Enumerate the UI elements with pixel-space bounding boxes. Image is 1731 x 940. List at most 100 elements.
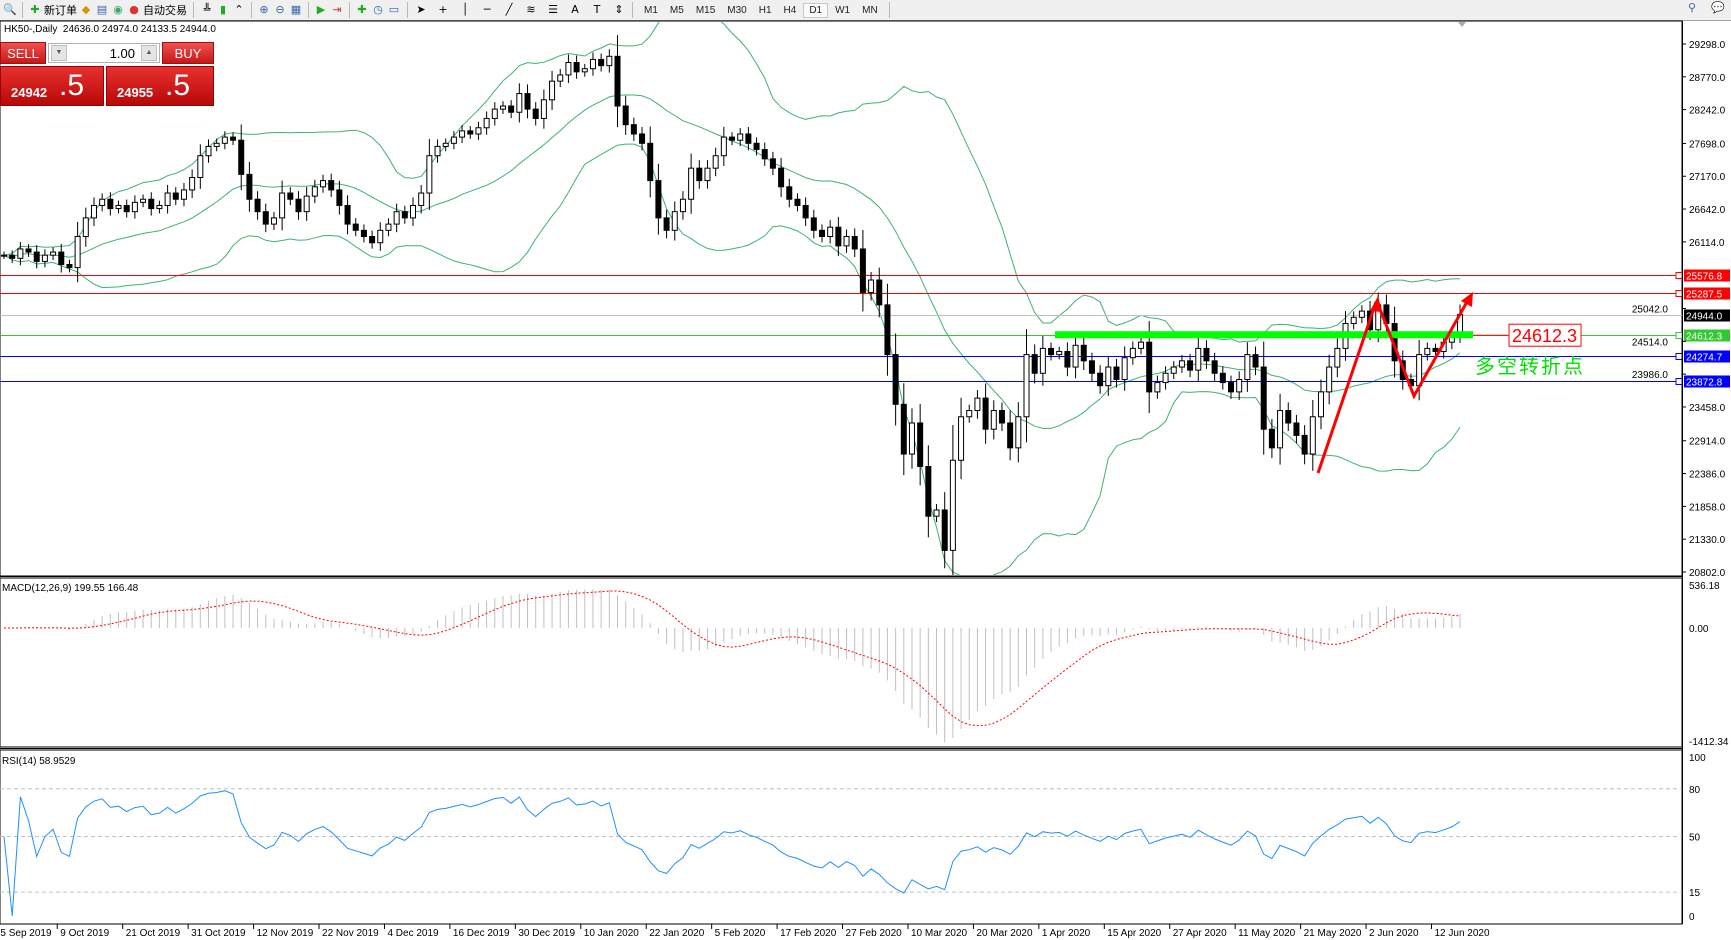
timeframe-h1[interactable]: H1 (758, 4, 772, 16)
timeframe-h4[interactable]: H4 (783, 4, 797, 16)
crosshair-icon[interactable]: + (438, 3, 448, 16)
metaeditor-icon[interactable]: ◆ (81, 3, 91, 16)
text-label-icon[interactable]: T (593, 3, 601, 16)
vertical-line-icon[interactable]: │ (461, 3, 469, 16)
new-order-icon[interactable]: ✚ (30, 3, 40, 16)
lot-increase-button[interactable]: ▲ (141, 45, 157, 61)
auto-trading-button[interactable]: 自动交易 (143, 4, 187, 17)
candle-bullish (1178, 360, 1185, 368)
price-tick-label: 20802.0 (1689, 568, 1726, 579)
candle-bearish (663, 217, 670, 231)
timeframe-m1[interactable]: M1 (644, 4, 658, 16)
trendline-icon[interactable]: ╱ (505, 3, 513, 16)
candle-bullish (671, 211, 678, 231)
date-label: 27 Apr 2020 (1173, 928, 1227, 939)
date-label: 30 Dec 2019 (518, 928, 575, 939)
candle-bullish (1129, 347, 1136, 359)
line-handle-icon (1675, 353, 1683, 360)
candlestick-icon[interactable]: ▮ (219, 3, 227, 16)
search-icon[interactable]: ⚲ (1687, 1, 1697, 14)
rsi-plot (0, 788, 1682, 917)
candle-bearish (238, 139, 245, 175)
candle-bearish (810, 217, 817, 231)
lot-size-input[interactable]: ▼ 1.00 ▲ (48, 43, 160, 63)
cursor-icon[interactable]: ➤ (416, 3, 426, 16)
new-order-button[interactable]: 新订单 (44, 4, 77, 17)
chart-shift-icon[interactable]: ⇥ (332, 3, 342, 16)
candle-bullish (606, 55, 613, 67)
candle-bearish (1007, 422, 1014, 449)
line-chart-icon[interactable]: ⌃ (234, 3, 244, 16)
price-tick-label: 26642.0 (1689, 205, 1726, 216)
price-tick-label: 27170.0 (1689, 172, 1726, 183)
rsi-line (3, 790, 1461, 917)
tile-windows-icon[interactable]: ▦ (290, 3, 302, 16)
candle-bullish (459, 130, 466, 138)
candle-bearish (295, 198, 302, 213)
candle-bullish (475, 127, 482, 135)
candle-bullish (17, 248, 24, 259)
autoscroll-icon[interactable]: ▶ (316, 3, 326, 16)
rsi-scale-label: 50 (1689, 833, 1701, 844)
sell-price-button[interactable]: 24942 .5 (0, 66, 104, 106)
buy-button[interactable]: BUY (162, 42, 214, 64)
text-icon[interactable]: A (571, 3, 579, 16)
navigator-icon[interactable]: ▤ (96, 3, 108, 16)
zoom-in-icon[interactable]: ⊕ (259, 3, 269, 16)
fibonacci-icon[interactable]: ≋ (526, 3, 536, 16)
indicators-icon[interactable]: ✚ (357, 3, 367, 16)
timeframe-m15[interactable]: M15 (695, 4, 716, 16)
zoom-out-icon[interactable]: ⊖ (275, 3, 285, 16)
candle-bullish (679, 198, 686, 213)
timeframe-d1[interactable]: D1 (803, 2, 829, 18)
sell-button[interactable]: SELL (0, 42, 46, 64)
periods-icon[interactable]: ◷ (373, 3, 383, 16)
candle-bullish (205, 145, 212, 157)
signals-icon[interactable]: ◉ (113, 3, 123, 16)
line-handle-icon (1675, 290, 1683, 297)
candle-bullish (410, 204, 416, 219)
chat-icon[interactable]: 💬 (1711, 1, 1725, 14)
lot-size-value: 1.00 (109, 46, 135, 61)
horizontal-line-icon[interactable]: ─ (483, 3, 491, 16)
timeframe-m5[interactable]: M5 (669, 4, 684, 16)
lot-decrease-button[interactable]: ▼ (51, 45, 67, 61)
candle-bearish (328, 180, 335, 191)
macd-scale-label: 536.18 (1689, 581, 1720, 592)
line-handle-icon (1675, 332, 1683, 339)
candle-bullish (140, 198, 147, 203)
candle-bullish (74, 236, 81, 269)
candle-bearish (630, 124, 637, 135)
price-tick-label: 22386.0 (1689, 470, 1726, 481)
toolbar-separator (349, 2, 350, 18)
macd-scale-label: -1412.34 (1689, 737, 1729, 748)
toolbar-separator (251, 2, 252, 18)
candle-bearish (344, 204, 351, 225)
date-label: 12 Jun 2020 (1435, 928, 1490, 939)
auto-trading-icon[interactable]: ● (129, 3, 139, 16)
toolbar: 🔍 ✚ 新订单 ◆ ▤ ◉ ● 自动交易 ╩ ▮ ⌃ ⊕ ⊖ ▦ ▶ ⇥ ✚ ◷… (0, 0, 1731, 21)
fibo-channel-icon[interactable]: ☰ (548, 3, 558, 16)
candle-bullish (990, 410, 997, 430)
buy-price-button[interactable]: 24955 .5 (106, 66, 214, 106)
candle-bearish (25, 248, 32, 253)
templates-icon[interactable]: ▭ (388, 3, 400, 16)
toolbar-right: ⚲ 💬 (1685, 1, 1725, 15)
line-handle-icon (1675, 378, 1683, 385)
zoom-icon[interactable]: 🔍 (3, 3, 17, 16)
candle-bullish (737, 133, 744, 141)
timeframe-mn[interactable]: MN (862, 4, 878, 16)
price-tag-label: 24274.7 (1686, 353, 1723, 364)
bar-chart-icon[interactable]: ╩ (203, 3, 211, 16)
candle-bullish (1056, 351, 1063, 356)
price-tag-label: 25576.8 (1686, 272, 1723, 283)
timeframe-m30[interactable]: M30 (727, 4, 747, 16)
chart-shift-marker-icon[interactable] (1458, 22, 1466, 27)
arrows-icon[interactable]: ⇕ (614, 3, 624, 16)
candle-bullish (442, 142, 449, 147)
candle-bullish (581, 68, 588, 73)
timeframe-w1[interactable]: W1 (835, 4, 851, 16)
candle-bearish (287, 192, 294, 200)
candle-bearish (532, 108, 539, 119)
